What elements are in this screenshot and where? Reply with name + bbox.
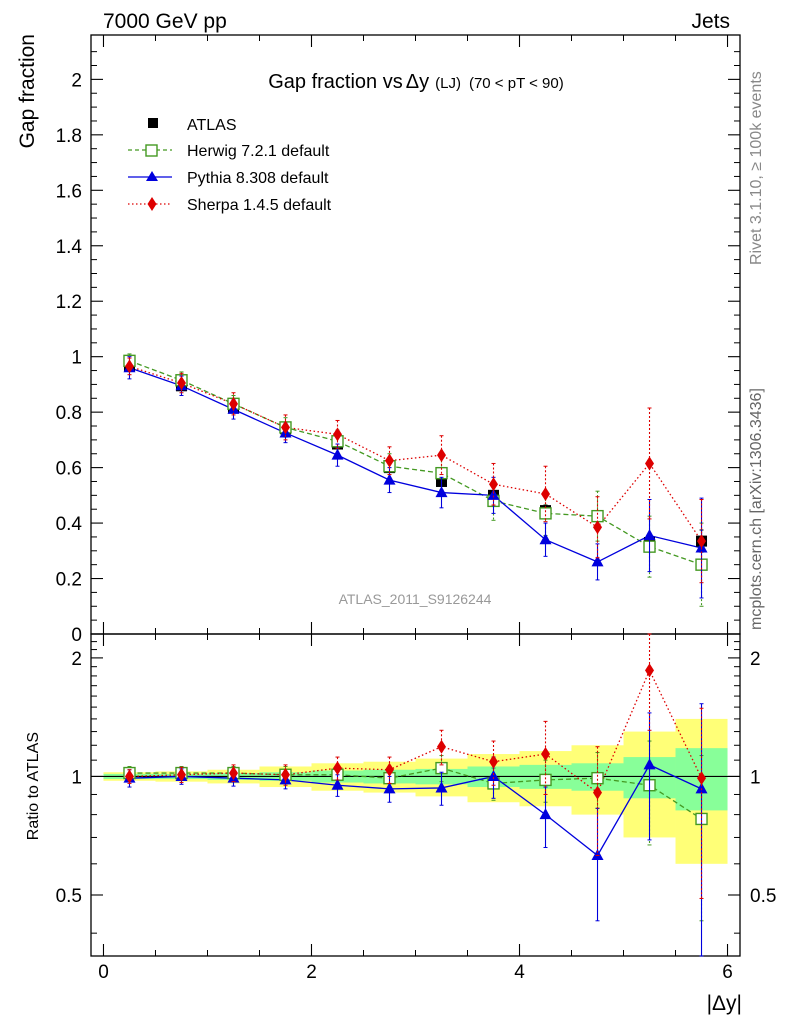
ratio-ytick-label: 2 [71,649,82,670]
rivet-label: Rivet 3.1.10, ≥ 100k events [748,71,765,265]
sherpa-ratio-point [332,761,342,776]
ratio-panel-data [123,633,708,957]
pythia-ratio-point [539,808,552,820]
main-ytick-label: 0.2 [56,570,82,591]
main-ytick-label: 1.4 [56,237,83,258]
ratio-ytick-label: 0.5 [56,886,82,907]
legend-sherpa-label: Sherpa 1.4.5 default [187,197,332,214]
pythia-line [129,367,702,563]
pythia-point [487,488,500,500]
ratio-uncertainty-bands [91,718,740,864]
pythia-ratio-point [487,769,500,781]
main-ytick-label: 0.8 [56,403,82,424]
xtick-label: 4 [514,962,525,983]
ratio-ytick-label-right: 2 [750,649,761,670]
sherpa-ratio-point [384,762,394,777]
main-ylabel: Gap fraction [16,34,39,148]
main-ytick-label: 1 [71,348,82,369]
main-ytick-label: 0.6 [56,459,82,480]
legend: ATLAS Herwig 7.2.1 default Pythia 8.308 … [128,117,332,214]
legend-atlas-marker [148,118,158,128]
sherpa-ratio-point [124,769,134,784]
ratio-ylabel: Ratio to ATLAS [25,732,42,840]
herwig-line [129,360,702,566]
xtick-label: 6 [722,962,733,983]
sherpa-point [384,453,394,468]
legend-pythia-marker [146,171,158,181]
sherpa-ratio-point [437,739,447,754]
xtick-label: 0 [98,962,109,983]
sherpa-point [541,486,551,501]
ratio-ytick-label: 1 [71,767,82,788]
sherpa-ratio-point [541,747,551,762]
sherpa-point [280,420,290,435]
sherpa-point [437,448,447,463]
sherpa-ratio-point [176,767,186,782]
plot-title: Gap fraction vs Δy (LJ) (70 < pT < 90) [268,71,564,93]
herwig-ratio-point [539,773,552,787]
pythia-ratio-point [331,778,344,790]
pythia-ratio-point [695,782,708,794]
sherpa-point [645,456,655,471]
main-ytick-label: 0.4 [56,514,83,535]
sherpa-point [124,359,134,374]
sherpa-ratio-point [645,663,655,678]
pythia-ratio-point [383,782,396,794]
pythia-ratio-point [591,848,604,860]
main-ytick-label: 1.6 [56,181,82,202]
xtick-label: 2 [306,962,317,983]
sherpa-point [593,520,603,535]
sherpa-point [228,396,238,411]
legend-herwig-label: Herwig 7.2.1 default [187,143,330,160]
sherpa-ratio-point [489,754,499,769]
herwig-ratio-line [129,767,702,820]
herwig-point [539,507,552,520]
sherpa-ratio-line [129,668,703,794]
ratio-ytick-label-right: 0.5 [750,886,776,907]
sherpa-point [697,534,707,549]
site-label: mcplots.cern.ch [arXiv:1306.3436] [748,388,765,630]
pythia-ratio-point [643,758,656,770]
main-ytick-label: 0 [71,625,82,646]
analysis-watermark: ATLAS_2011_S9126244 [339,591,492,607]
sherpa-ratio-point [280,767,290,782]
sherpa-ratio-point [697,771,707,786]
legend-atlas-label: ATLAS [187,117,237,134]
sherpa-point [489,477,499,492]
pythia-ratio-point [435,781,448,793]
sherpa-point [332,427,342,442]
herwig-point [591,509,604,523]
x-axis-label: |Δy| [707,992,742,1015]
pythia-point [331,448,344,460]
pythia-point [383,473,396,485]
pythia-point [539,533,552,545]
sherpa-ratio-point [593,785,603,800]
pythia-point [643,529,656,541]
main-ytick-label: 1.8 [56,126,82,147]
legend-herwig-marker [145,144,158,157]
main-ytick-label: 1.2 [56,292,82,313]
legend-sherpa-marker [147,197,157,211]
herwig-ratio-point [591,771,604,785]
sherpa-point [176,376,186,391]
process-label: Jets [691,10,730,33]
energy-label: 7000 GeV pp [103,10,227,33]
axes: 0 0.2 0.4 0.6 0.8 1 1.2 1.4 1.6 1.8 2 0 2 4 6 0.5 0.5 1 1 2… [56,34,776,983]
legend-pythia-label: Pythia 8.308 default [187,170,329,187]
pythia-point [591,555,604,567]
sherpa-line [129,365,703,542]
ratio-ytick-label-right: 1 [750,767,761,788]
pythia-ratio-line [129,764,702,857]
main-panel-data [123,353,708,607]
sherpa-ratio-point [228,766,238,781]
main-ytick-label: 2 [71,70,82,91]
pythia-point [435,486,448,498]
